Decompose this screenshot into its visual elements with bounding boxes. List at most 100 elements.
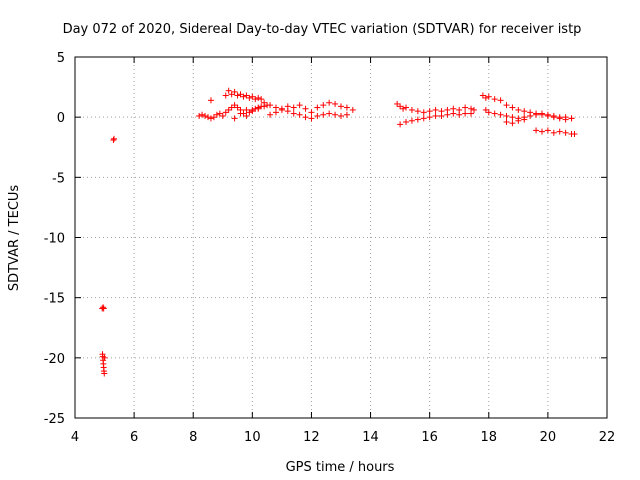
data-point xyxy=(243,106,250,113)
data-point xyxy=(538,128,545,135)
y-tick-label: -15 xyxy=(44,292,65,307)
data-point xyxy=(408,117,415,124)
data-point xyxy=(332,100,339,107)
data-point xyxy=(326,99,333,106)
x-tick-label: 18 xyxy=(481,430,498,445)
data-point xyxy=(544,112,551,119)
data-point xyxy=(471,106,477,113)
data-point xyxy=(485,109,492,116)
data-point xyxy=(267,102,274,109)
data-point xyxy=(509,104,516,111)
data-point xyxy=(111,135,118,142)
data-point xyxy=(450,110,457,117)
data-point xyxy=(261,103,268,110)
data-point xyxy=(521,116,528,123)
data-point xyxy=(343,104,350,111)
data-point xyxy=(515,117,522,124)
data-point xyxy=(338,112,344,119)
x-tick-label: 12 xyxy=(303,430,320,445)
data-point xyxy=(414,116,421,123)
data-point xyxy=(550,114,557,121)
data-point xyxy=(509,114,516,121)
data-point xyxy=(110,137,117,144)
data-point xyxy=(272,109,279,116)
x-tick-label: 6 xyxy=(130,430,138,445)
data-point xyxy=(219,112,226,119)
data-point xyxy=(314,112,321,119)
data-point xyxy=(408,106,415,113)
data-point xyxy=(426,114,433,121)
data-point xyxy=(349,106,356,113)
data-point xyxy=(571,131,578,138)
data-point xyxy=(485,93,492,100)
data-point xyxy=(497,97,504,104)
data-point xyxy=(101,370,108,377)
x-tick-label: 16 xyxy=(421,430,438,445)
data-point xyxy=(432,112,439,119)
data-point xyxy=(420,115,427,122)
data-point xyxy=(290,104,297,111)
data-point xyxy=(503,112,510,119)
data-point xyxy=(255,105,262,112)
data-point xyxy=(249,108,256,115)
data-point xyxy=(199,111,206,118)
data-point xyxy=(556,115,563,122)
data-point xyxy=(326,110,333,117)
data-point xyxy=(343,111,350,118)
data-point xyxy=(503,102,510,109)
data-point xyxy=(482,94,489,101)
data-point xyxy=(491,96,498,103)
data-point xyxy=(527,112,534,119)
data-point xyxy=(491,110,498,117)
data-point xyxy=(533,127,540,134)
data-point xyxy=(556,128,563,135)
x-tick-label: 8 xyxy=(189,430,197,445)
data-point xyxy=(267,111,274,118)
data-point xyxy=(503,118,510,125)
x-tick-label: 4 xyxy=(71,430,79,445)
data-point xyxy=(432,106,439,113)
y-tick-label: -5 xyxy=(52,171,65,186)
data-point xyxy=(100,304,107,311)
data-point xyxy=(320,111,327,118)
data-point xyxy=(100,305,107,312)
data-point xyxy=(213,111,220,118)
data-point xyxy=(234,92,241,99)
data-point xyxy=(205,114,211,121)
data-point xyxy=(243,112,250,119)
y-axis-label: SDTVAR / TECUs xyxy=(7,185,22,292)
data-point xyxy=(255,94,262,101)
data-point xyxy=(296,111,303,118)
data-point xyxy=(562,116,569,123)
data-point xyxy=(237,110,244,117)
data-point xyxy=(296,102,303,109)
data-point xyxy=(538,111,545,118)
data-point xyxy=(202,112,209,119)
y-tick-label: 0 xyxy=(57,111,65,126)
data-point xyxy=(544,127,551,134)
data-point xyxy=(515,106,522,113)
x-tick-label: 20 xyxy=(540,430,557,445)
data-point xyxy=(290,110,297,117)
y-tick-label: -10 xyxy=(44,232,65,247)
data-point xyxy=(403,104,410,111)
data-point xyxy=(444,111,451,118)
data-point xyxy=(438,112,445,119)
data-point xyxy=(101,354,108,361)
data-point xyxy=(320,102,327,109)
y-tick-label: 5 xyxy=(57,51,65,66)
data-point xyxy=(314,104,321,111)
data-point xyxy=(207,97,214,104)
x-tick-label: 14 xyxy=(362,430,379,445)
data-point xyxy=(462,104,469,111)
data-point xyxy=(414,108,421,115)
data-point xyxy=(231,88,238,95)
x-axis-label: GPS time / hours xyxy=(286,460,395,475)
data-point xyxy=(240,93,247,100)
x-tick-label: 10 xyxy=(244,430,261,445)
data-point xyxy=(420,109,427,116)
data-point xyxy=(397,121,404,128)
data-point xyxy=(400,105,407,112)
data-point xyxy=(456,111,463,118)
